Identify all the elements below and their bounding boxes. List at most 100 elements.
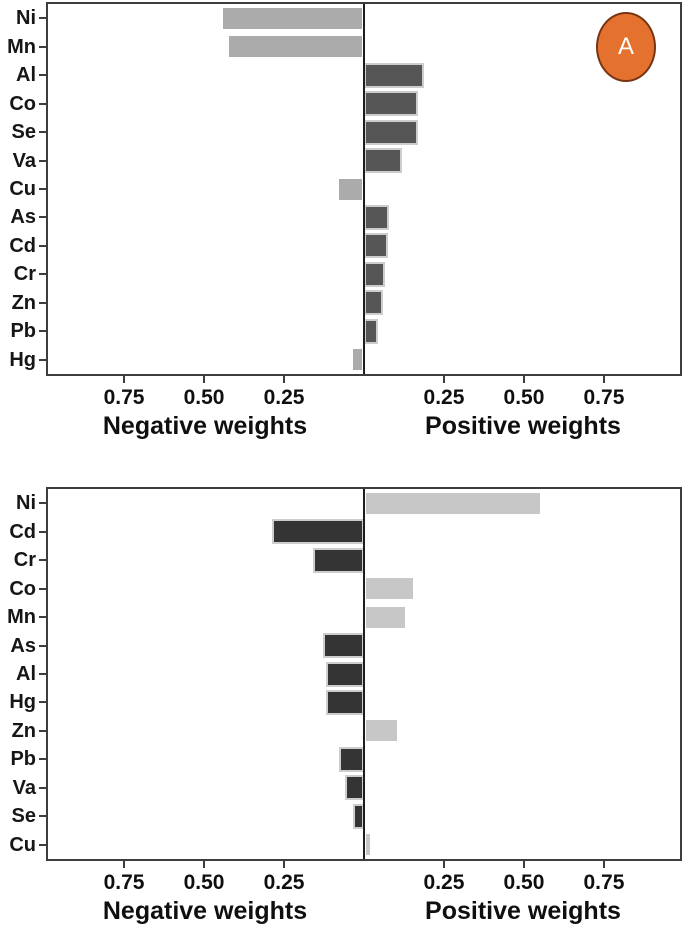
bar-cd (364, 233, 388, 259)
y-tick-cd (39, 244, 46, 247)
category-label-as: As (10, 634, 36, 657)
x-tick-mark (522, 376, 525, 383)
x-tick-mark (283, 376, 286, 383)
y-tick-zn (39, 301, 46, 304)
bar-al (364, 62, 425, 88)
y-tick-al (39, 74, 46, 77)
x-tick-mark (123, 376, 126, 383)
bar-mn (227, 34, 364, 60)
bar-al (325, 661, 364, 687)
x-axis-a: Negative weights Positive weights 0.75 0.… (46, 2, 682, 458)
x-tick-label: 0.50 (503, 386, 545, 409)
x-tick-label: 0.75 (583, 871, 625, 894)
category-label-ni: Ni (16, 7, 36, 30)
bar-va (364, 148, 403, 174)
y-tick-co (39, 587, 46, 590)
category-label-hg: Hg (9, 691, 36, 714)
y-tick-va (39, 786, 46, 789)
y-tick-mn (39, 45, 46, 48)
zero-axis-line-b (362, 489, 366, 859)
bar-va (344, 775, 364, 801)
y-tick-va (39, 159, 46, 162)
bar-se (364, 119, 419, 145)
x-tick-mark (123, 861, 126, 868)
x-tick-label: 0.75 (583, 386, 625, 409)
category-label-va: Va (12, 776, 36, 799)
plot-area-b (46, 487, 682, 861)
panel-a: Ni Mn Al Co Se Va Cu As Cd Cr Zn Pb Hg Negative weig… (0, 0, 685, 460)
x-tick-mark (602, 376, 605, 383)
category-label-co: Co (9, 92, 36, 115)
bar-pb (364, 318, 379, 344)
bar-mn (364, 604, 407, 630)
y-tick-mn (39, 616, 46, 619)
y-tick-cr (39, 559, 46, 562)
x-axis-b: Negative weights Positive weights 0.75 0.… (46, 487, 682, 925)
category-label-al: Al (16, 64, 36, 87)
plot-area-a (46, 2, 682, 376)
x-axis-title-negative-b: Negative weights (102, 897, 308, 925)
x-tick-label: 0.25 (423, 871, 465, 894)
x-tick-label: 0.25 (263, 386, 305, 409)
bar-cd (271, 519, 364, 545)
x-tick-label: 0.25 (263, 871, 305, 894)
zero-axis-line-a (362, 4, 366, 374)
panel-badge-a-label: A (617, 33, 634, 60)
y-tick-as (39, 216, 46, 219)
category-label-hg: Hg (9, 348, 36, 371)
y-tick-zn (39, 729, 46, 732)
category-label-cr: Cr (13, 549, 36, 572)
panel-b: Ni Cd Cr Co Mn As Al Hg Zn Pb Va Se Cu Negative weig… (0, 485, 685, 925)
category-label-ni: Ni (16, 492, 36, 515)
x-tick-label: 0.25 (423, 386, 465, 409)
y-tick-al (39, 673, 46, 675)
y-tick-cr (39, 273, 46, 276)
x-tick-mark (602, 861, 605, 868)
category-label-mn: Mn (7, 35, 36, 58)
y-tick-ni (39, 17, 46, 20)
x-tick-label: 0.75 (103, 871, 145, 894)
x-tick-mark (442, 376, 445, 383)
y-tick-pb (39, 758, 46, 761)
category-label-va: Va (12, 149, 36, 172)
y-tick-hg (39, 358, 46, 361)
y-tick-se (39, 815, 46, 818)
bar-cr (364, 261, 385, 287)
bar-co (364, 576, 415, 602)
y-tick-co (39, 102, 46, 105)
category-label-as: As (10, 206, 36, 229)
bar-ni (364, 490, 543, 516)
category-label-cd: Cd (9, 234, 36, 257)
bar-ni (220, 5, 364, 31)
category-label-mn: Mn (7, 606, 36, 629)
x-tick-mark (442, 861, 445, 868)
y-axis-a: Ni Mn Al Co Se Va Cu As Cd Cr Zn Pb Hg (0, 2, 46, 376)
x-axis-title-positive-b: Positive weights (425, 897, 621, 925)
category-label-cu: Cu (9, 833, 36, 856)
bar-cr (313, 547, 364, 573)
x-tick-label: 0.50 (183, 871, 225, 894)
category-label-pb: Pb (10, 320, 36, 343)
category-label-zn: Zn (11, 719, 36, 742)
y-tick-se (39, 131, 46, 134)
category-label-cd: Cd (9, 520, 36, 543)
y-tick-pb (39, 330, 46, 333)
category-label-zn: Zn (11, 291, 36, 314)
y-tick-ni (39, 502, 46, 505)
x-tick-mark (203, 376, 206, 383)
bar-zn (364, 290, 384, 316)
category-label-al: Al (16, 663, 36, 685)
bar-zn (364, 718, 399, 744)
category-label-cu: Cu (9, 178, 36, 200)
x-tick-mark (203, 861, 206, 868)
y-tick-cu (39, 188, 46, 190)
y-axis-b: Ni Cd Cr Co Mn As Al Hg Zn Pb Va Se Cu (0, 487, 46, 861)
x-tick-mark (522, 861, 525, 868)
bar-as (364, 204, 390, 230)
bar-as (322, 633, 364, 659)
x-tick-label: 0.50 (503, 871, 545, 894)
x-tick-mark (283, 861, 286, 868)
x-axis-title-negative-a: Negative weights (102, 412, 308, 440)
bar-pb (338, 746, 364, 772)
y-tick-as (39, 644, 46, 647)
